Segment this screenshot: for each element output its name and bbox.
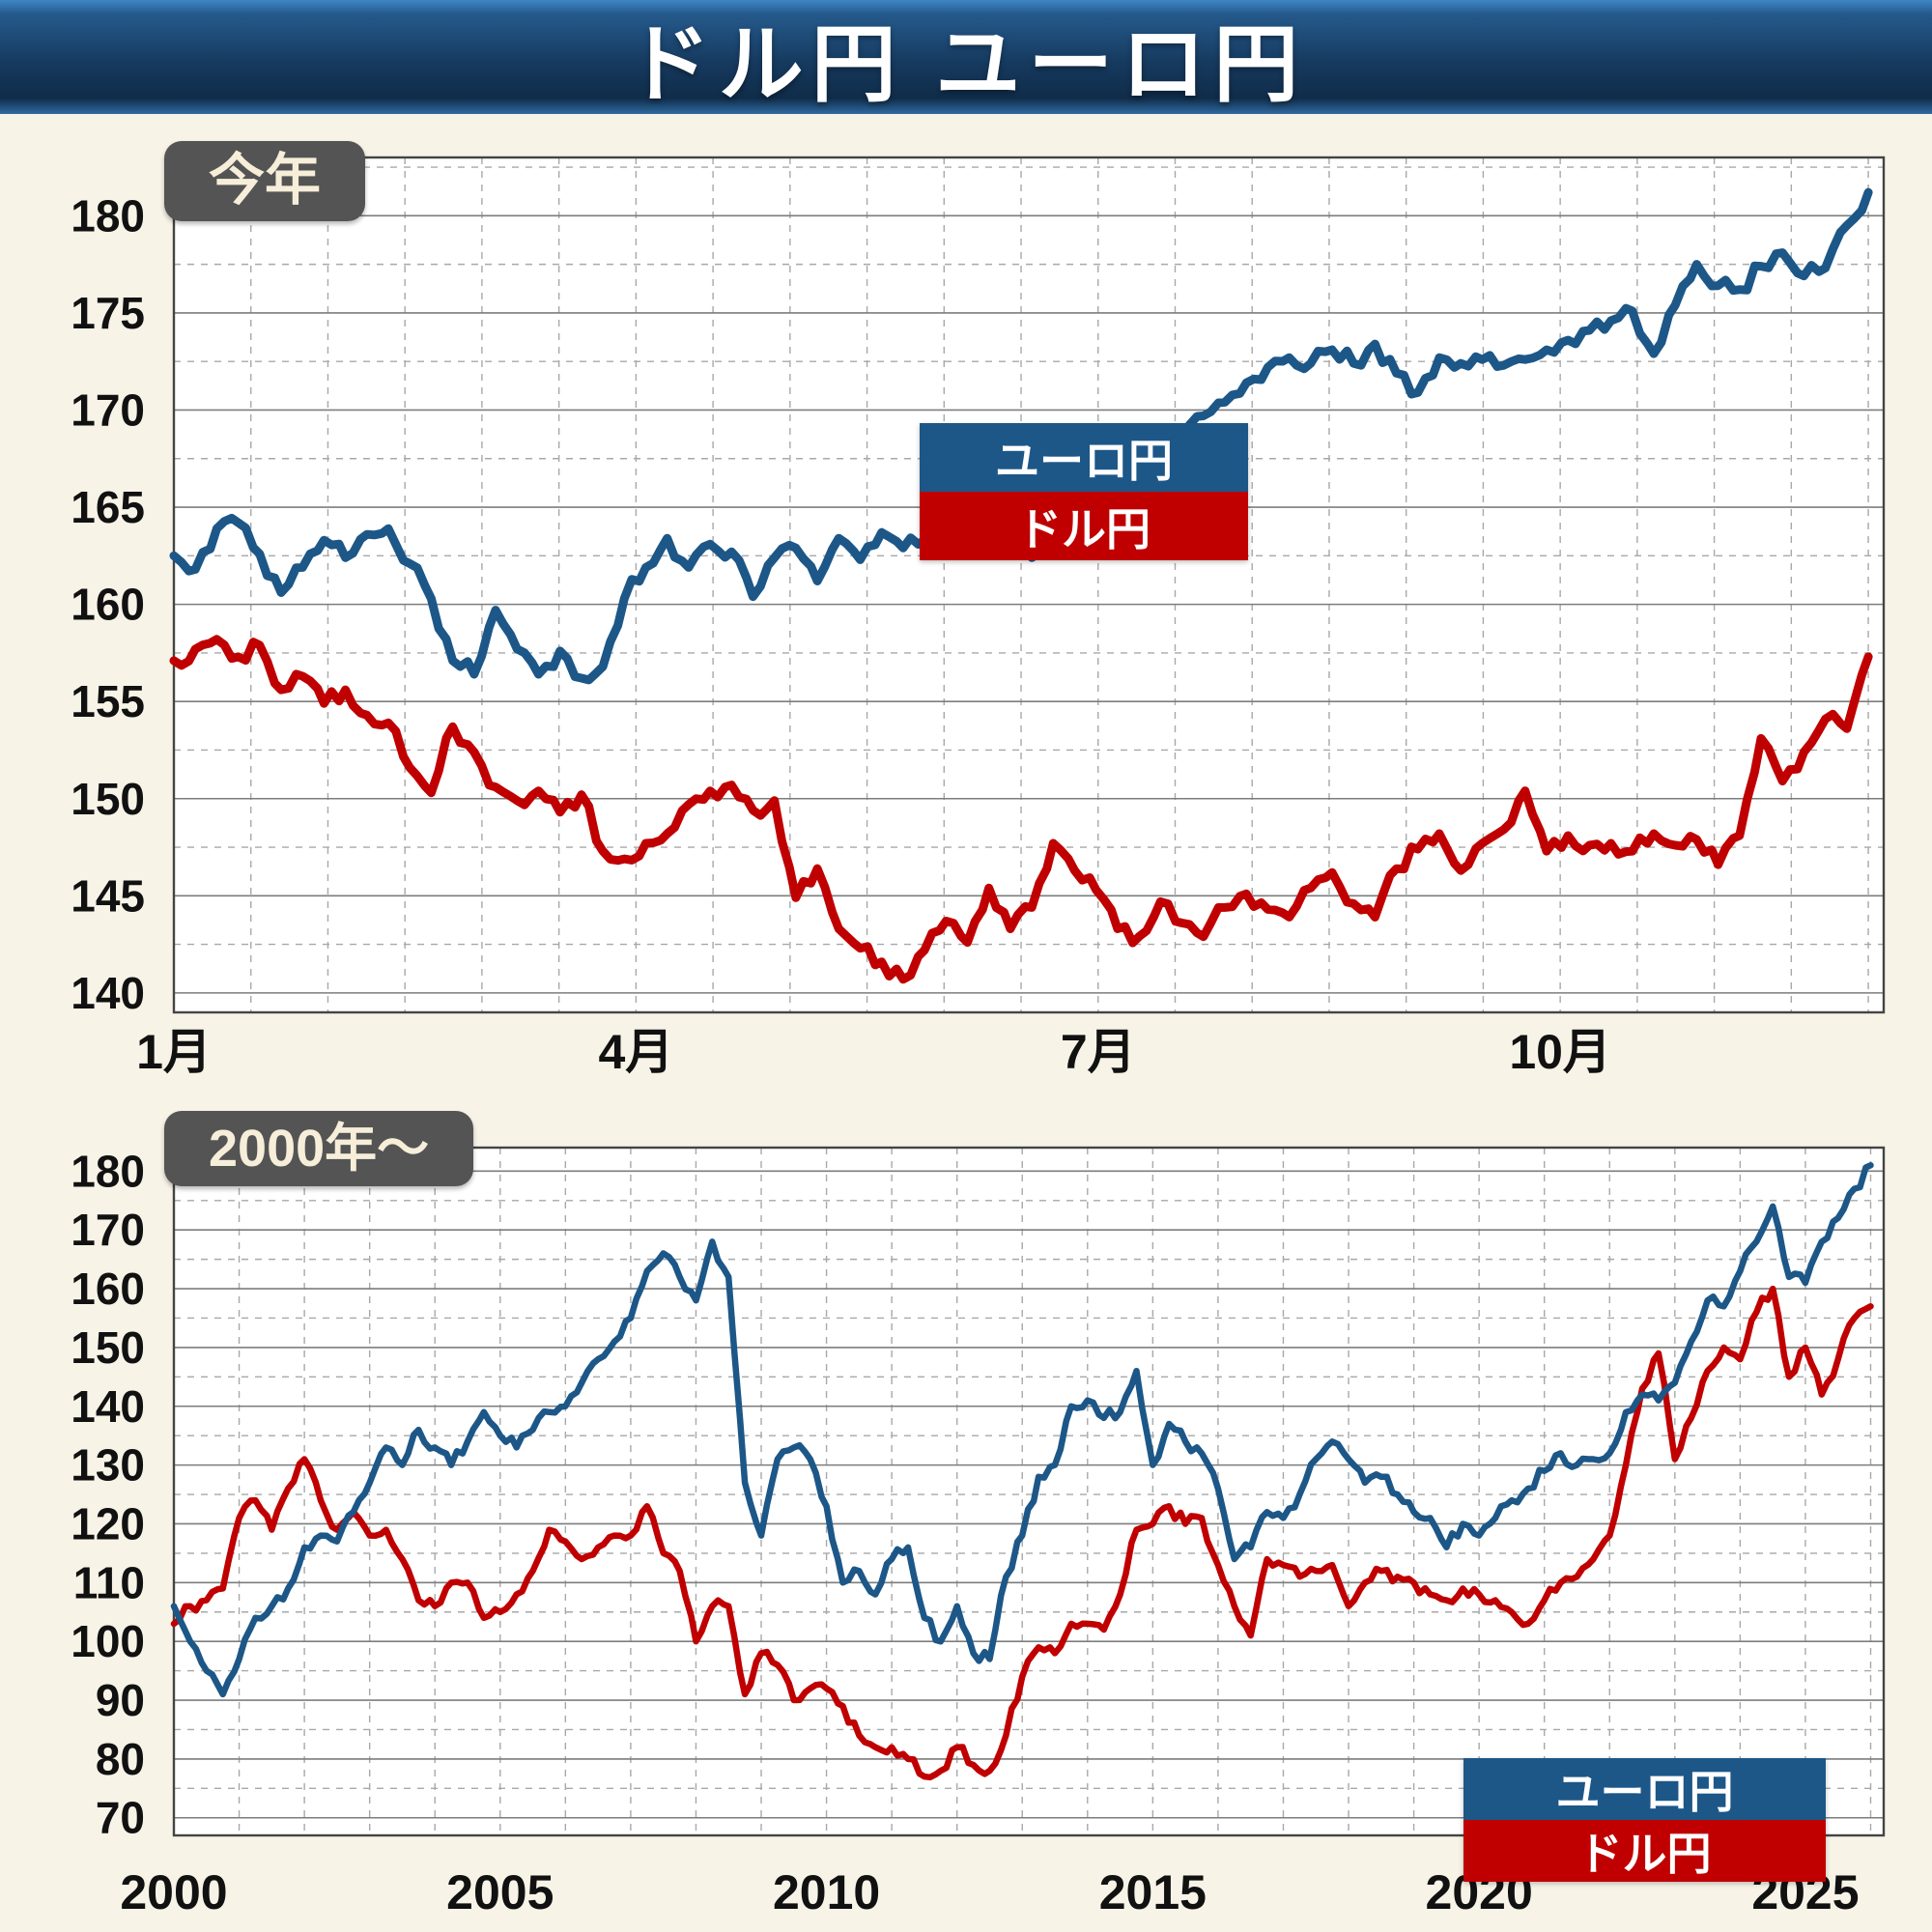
svg-text:130: 130 [71,1440,145,1491]
legend-euro-label: ユーロ円 [995,435,1173,486]
svg-text:7月: 7月 [1061,1025,1136,1079]
svg-text:140: 140 [71,968,145,1018]
this-year-badge: 今年 [164,141,366,221]
since-2000-badge: 2000年〜 [164,1111,474,1187]
svg-text:145: 145 [71,870,145,921]
this-year-badge-label: 今年 [209,149,322,212]
svg-text:2015: 2015 [1099,1865,1207,1919]
svg-text:120: 120 [71,1498,145,1548]
svg-text:90: 90 [96,1675,145,1725]
svg-text:180: 180 [71,1146,145,1196]
since-2000-legend: ユーロ円 ドル円 [1463,1758,1826,1882]
legend-dollar-row: ドル円 [1463,1820,1826,1882]
legend-euro-label: ユーロ円 [1555,1767,1734,1817]
svg-text:2010: 2010 [773,1865,880,1919]
svg-text:80: 80 [96,1734,145,1784]
svg-text:165: 165 [71,482,145,532]
legend-dollar-label: ドル円 [1577,1829,1712,1879]
svg-text:150: 150 [71,1322,145,1373]
svg-text:110: 110 [73,1557,145,1607]
legend-dollar-row: ドル円 [920,492,1248,560]
svg-text:2000: 2000 [120,1865,227,1919]
svg-text:175: 175 [71,288,145,338]
svg-text:155: 155 [71,676,145,726]
legend-euro-row: ユーロ円 [1463,1758,1826,1820]
since-2000-badge-label: 2000年〜 [209,1120,430,1178]
since-2000-chart: 180 170 160 150 140 130 120 110 100 90 80 70 2000 200… [71,1146,1886,1919]
svg-text:100: 100 [71,1616,145,1666]
legend-dollar-label: ドル円 [1017,503,1151,554]
svg-text:160: 160 [71,1264,145,1314]
svg-text:180: 180 [71,190,145,241]
this-year-legend: ユーロ円 ドル円 [920,423,1248,560]
this-year-chart: 180 175 170 165 160 155 150 145 140 1月 4月 7月 10月 [71,156,1886,1079]
svg-text:140: 140 [71,1381,145,1432]
svg-text:150: 150 [71,774,145,824]
title-bar: ドル円 ユーロ円 [0,0,1932,114]
svg-text:160: 160 [71,580,145,630]
svg-text:170: 170 [71,384,145,435]
svg-text:10月: 10月 [1509,1025,1611,1079]
svg-text:1月: 1月 [136,1025,212,1079]
svg-text:2005: 2005 [446,1865,554,1919]
page-title: ドル円 ユーロ円 [625,15,1307,112]
svg-text:170: 170 [71,1205,145,1255]
legend-euro-row: ユーロ円 [920,423,1248,492]
svg-text:4月: 4月 [598,1025,673,1079]
svg-text:70: 70 [96,1793,145,1843]
